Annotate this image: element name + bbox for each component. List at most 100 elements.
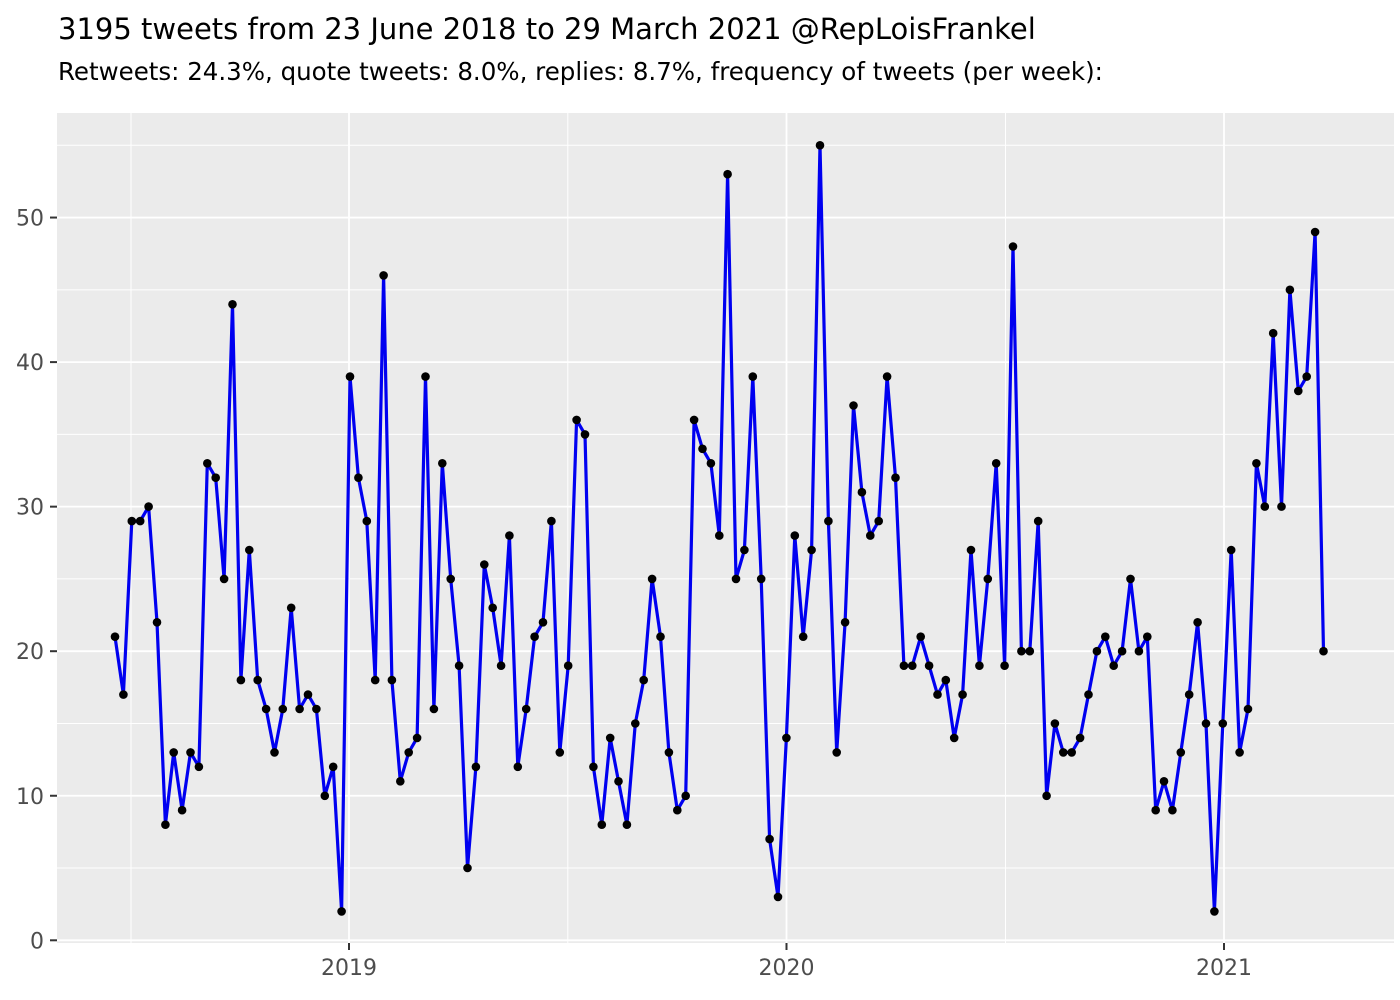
data-point (119, 690, 128, 699)
data-points (110, 141, 1328, 916)
data-point (1067, 748, 1076, 757)
data-point (874, 516, 883, 526)
data-point (949, 733, 959, 743)
data-point (270, 748, 279, 757)
data-point (924, 661, 934, 670)
data-point (446, 574, 456, 584)
svg-text:50: 50 (16, 207, 44, 232)
data-point (647, 574, 657, 584)
data-point (135, 516, 145, 526)
data-point (1235, 748, 1244, 757)
data-point (824, 516, 833, 526)
data-point (1201, 719, 1211, 728)
data-point (1025, 646, 1035, 656)
data-point (194, 762, 204, 772)
data-point (337, 907, 346, 916)
data-point (891, 473, 900, 483)
data-point (681, 791, 690, 801)
data-point (1059, 748, 1068, 757)
data-point (312, 704, 321, 714)
data-point (580, 430, 590, 439)
data-point (513, 762, 523, 772)
data-point (622, 820, 632, 829)
data-point (438, 459, 447, 468)
data-point (1017, 646, 1026, 656)
data-point (1268, 328, 1278, 338)
data-point (958, 690, 967, 699)
data-point (404, 748, 414, 757)
data-point (396, 777, 405, 786)
data-point (152, 618, 162, 627)
data-point (345, 372, 355, 381)
data-point (1084, 690, 1093, 699)
data-point (1218, 719, 1228, 728)
data-point (832, 748, 841, 757)
data-point (203, 459, 212, 468)
data-point (1277, 502, 1286, 511)
data-point (715, 531, 724, 540)
svg-text:30: 30 (16, 496, 44, 521)
svg-text:10: 10 (16, 785, 44, 810)
data-point (429, 704, 439, 714)
data-point (1008, 242, 1018, 251)
data-point (488, 603, 498, 613)
data-point (1193, 618, 1202, 627)
data-point (1101, 632, 1110, 641)
data-point (1302, 372, 1311, 381)
data-point (463, 863, 472, 873)
svg-text:0: 0 (30, 929, 44, 954)
data-point (790, 531, 800, 540)
data-point (899, 661, 909, 670)
chart-subtitle: Retweets: 24.3%, quote tweets: 8.0%, rep… (58, 57, 1103, 86)
data-point (1075, 733, 1085, 743)
data-point (480, 560, 489, 569)
data-point (177, 805, 187, 815)
data-point (815, 141, 825, 150)
data-point (1134, 646, 1144, 656)
data-point (387, 675, 397, 685)
data-point (530, 632, 539, 641)
data-point (782, 733, 791, 743)
data-point (597, 820, 607, 829)
svg-text:2019: 2019 (321, 956, 377, 981)
data-point (110, 632, 120, 641)
data-point (1294, 386, 1303, 396)
data-point (1210, 907, 1219, 916)
data-point (261, 704, 271, 714)
data-point (412, 733, 422, 743)
data-point (706, 459, 716, 468)
data-point (278, 704, 288, 714)
data-point (1260, 502, 1270, 511)
data-point (882, 372, 892, 381)
data-point (563, 661, 573, 670)
data-point (379, 271, 388, 280)
data-point (849, 401, 858, 410)
data-point (555, 748, 565, 757)
data-point (740, 545, 749, 555)
data-point (1126, 574, 1135, 584)
data-point (689, 415, 699, 425)
data-point (169, 748, 178, 757)
data-point (228, 300, 237, 309)
data-point (1159, 777, 1169, 786)
svg-text:2021: 2021 (1196, 956, 1252, 981)
data-point (631, 719, 640, 728)
data-point (144, 502, 153, 511)
data-point (547, 516, 556, 526)
data-point (245, 545, 254, 555)
data-point (1168, 805, 1177, 815)
data-point (219, 574, 229, 584)
data-point (748, 372, 758, 381)
data-point (496, 661, 506, 670)
data-point (798, 632, 808, 641)
data-point (1050, 719, 1060, 728)
data-point (1042, 791, 1051, 801)
data-point (1285, 285, 1295, 295)
data-point (295, 704, 304, 714)
data-point (1310, 227, 1320, 237)
data-point (866, 531, 875, 540)
data-point (505, 531, 514, 540)
data-point (421, 372, 430, 381)
data-point (605, 733, 615, 743)
